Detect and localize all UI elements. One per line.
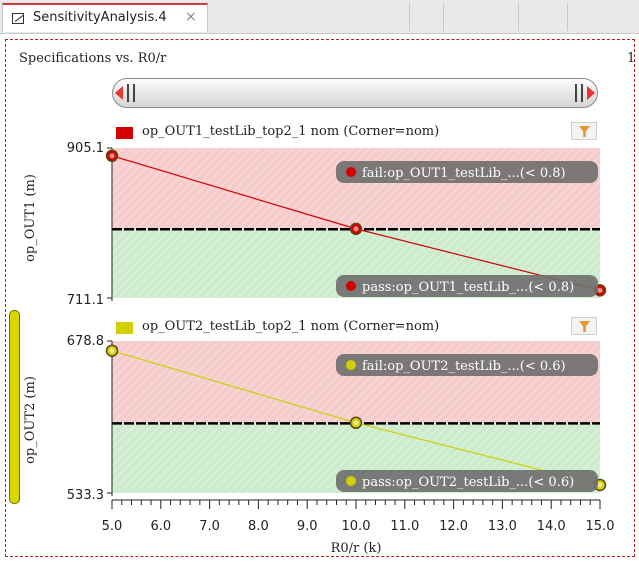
- x-tick-label: 10.0: [342, 519, 371, 534]
- pass-badge-label: pass:op_OUT2_testLib_...(< 0.6): [362, 475, 574, 490]
- data-point-center: [353, 226, 359, 232]
- y-tick-label: 533.3: [67, 488, 104, 503]
- x-tick-label: 6.0: [150, 519, 171, 534]
- pass-badge-dot: [346, 281, 356, 291]
- x-tick-label: 11.0: [390, 519, 419, 534]
- chart-window-icon: [12, 13, 24, 24]
- arrow-right-icon[interactable]: [587, 86, 595, 100]
- x-tick-label: 13.0: [488, 519, 517, 534]
- x-tick-label: 9.0: [297, 519, 318, 534]
- tab-label: SensitivityAnalysis.4: [33, 10, 167, 25]
- x-axis-title: R0/r (k): [331, 541, 382, 556]
- legend-label-1: op_OUT1_testLib_top2_1 nom (Corner=nom): [142, 124, 440, 139]
- fail-badge-dot: [346, 167, 356, 177]
- filter-button-1[interactable]: [571, 122, 597, 140]
- tab-separator: [518, 3, 519, 31]
- filter-button-2[interactable]: [571, 317, 597, 335]
- x-tick-label: 5.0: [102, 519, 123, 534]
- plot-frame: [5, 39, 635, 557]
- x-tick-label: 15.0: [586, 519, 615, 534]
- page-number: 1: [627, 51, 636, 66]
- fail-badge: [336, 354, 598, 376]
- tab-separator: [409, 3, 410, 31]
- tab-sensitivity-analysis[interactable]: SensitivityAnalysis.4 ×: [2, 3, 208, 32]
- pass-badge: [336, 470, 598, 492]
- y-tick-label: 711.1: [67, 293, 104, 308]
- tab-bar: SensitivityAnalysis.4 ×: [0, 0, 639, 34]
- x-tick-label: 7.0: [199, 519, 220, 534]
- data-point-center: [109, 153, 115, 159]
- fail-region-hatch: [112, 148, 600, 230]
- tab-separator: [443, 3, 444, 31]
- fail-badge-dot: [346, 360, 356, 370]
- legend-swatch-2: [116, 322, 133, 334]
- pass-badge: [336, 275, 598, 297]
- x-tick-label: 8.0: [248, 519, 269, 534]
- y-axis-title: op_OUT2 (m): [23, 376, 38, 464]
- legend-label-2: op_OUT2_testLib_top2_1 nom (Corner=nom): [142, 319, 440, 334]
- pass-badge-label: pass:op_OUT1_testLib_...(< 0.8): [362, 280, 574, 295]
- page-title: Specifications vs. R0/r: [19, 51, 167, 66]
- x-tick-label: 14.0: [537, 519, 566, 534]
- fail-badge-label: fail:op_OUT2_testLib_...(< 0.6): [362, 359, 566, 374]
- close-icon[interactable]: ×: [185, 9, 197, 25]
- y-axis-scroll-handle[interactable]: [9, 310, 20, 504]
- range-slider[interactable]: [112, 78, 598, 108]
- slider-left-handle[interactable]: [127, 84, 135, 102]
- data-point-center: [353, 420, 359, 426]
- legend-swatch-1: [116, 127, 133, 139]
- data-point-center: [109, 348, 115, 354]
- y-tick-label: 678.8: [67, 334, 104, 349]
- pass-badge-dot: [346, 476, 356, 486]
- fail-badge-label: fail:op_OUT1_testLib_...(< 0.8): [362, 166, 566, 181]
- data-point-center: [597, 482, 603, 488]
- arrow-left-icon[interactable]: [115, 86, 123, 100]
- x-tick-label: 12.0: [439, 519, 468, 534]
- y-tick-label: 905.1: [67, 141, 104, 156]
- slider-right-handle[interactable]: [575, 84, 583, 102]
- y-axis-title: op_OUT1 (m): [23, 174, 38, 262]
- fail-badge: [336, 161, 598, 183]
- tab-separator: [567, 3, 568, 31]
- data-point-center: [597, 287, 603, 293]
- fail-region-hatch: [112, 341, 600, 424]
